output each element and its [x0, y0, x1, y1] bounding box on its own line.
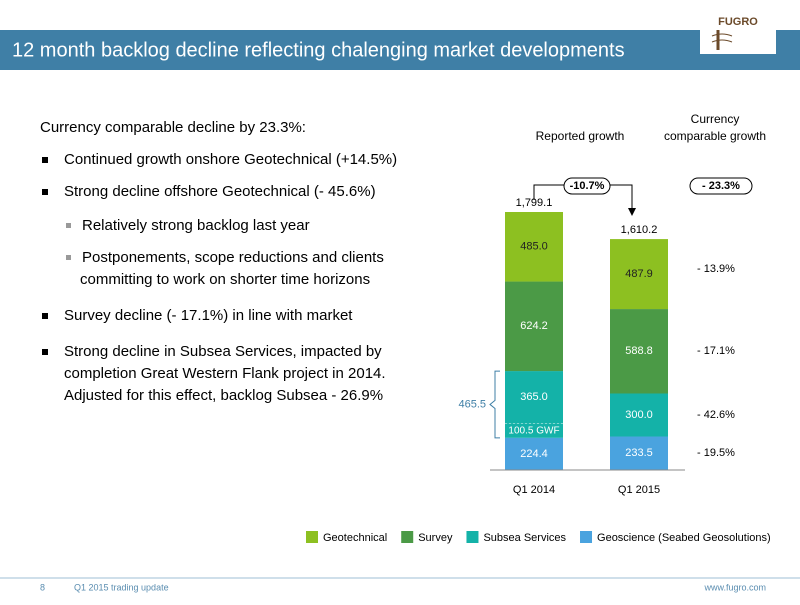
footer-title: Q1 2015 trading update: [74, 582, 169, 592]
slide-title: 12 month backlog decline reflecting chal…: [12, 39, 625, 61]
reported-growth: -10.7%: [570, 180, 605, 192]
segment-growth: - 13.9%: [697, 263, 735, 275]
comparable-title: Currency: [691, 112, 740, 126]
total-label: 1,610.2: [621, 224, 658, 236]
bullet-text: Strong decline in Subsea Services, impac…: [64, 343, 382, 360]
bar-segment: [505, 437, 563, 470]
bullet-text: completion Great Western Flank project i…: [64, 365, 386, 382]
total-label: 1,799.1: [516, 197, 553, 209]
bar-segment: [610, 393, 668, 437]
bullet: [42, 313, 48, 319]
bullet-text: Relatively strong backlog last year: [82, 217, 310, 234]
reported-title: Reported growth: [536, 129, 625, 143]
logo-waves: [711, 33, 733, 43]
legend-label: Survey: [418, 532, 453, 544]
value-label: 224.4: [520, 448, 548, 460]
bullet-text: Postponements, scope reductions and clie…: [82, 249, 384, 266]
legend-swatch: [580, 531, 593, 543]
bar-segment: [505, 281, 563, 372]
bullet: [42, 189, 48, 195]
bar-segment: [505, 212, 563, 282]
legend-label: Geotechnical: [323, 532, 387, 544]
value-label: 300.0: [625, 409, 653, 421]
footer-url: www.fugro.com: [703, 582, 766, 592]
logo-box: [700, 8, 776, 54]
bullet: [42, 349, 48, 355]
comparable-title: comparable growth: [664, 129, 766, 143]
value-label: 365.0: [520, 391, 548, 403]
arrow-head: [628, 208, 636, 216]
value-label: 100.5 GWF: [508, 425, 559, 436]
value-label: 624.2: [520, 320, 548, 332]
bullet: [66, 223, 71, 228]
bullet-text: Adjusted for this effect, backlog Subsea…: [64, 387, 383, 404]
growth-box: [563, 177, 611, 195]
bar-segment: [505, 423, 563, 438]
comparable-growth: - 23.3%: [702, 180, 740, 192]
bracket: [489, 370, 500, 439]
bullet-text: Strong decline offshore Geotechnical (- …: [64, 183, 376, 200]
growth-box: [689, 177, 753, 195]
value-label: 485.0: [520, 241, 548, 253]
footer-page: 8: [40, 582, 45, 592]
segment-growth: - 17.1%: [697, 345, 735, 357]
bullet: [42, 157, 48, 163]
bar-segment: [610, 436, 668, 470]
value-label: 487.9: [625, 268, 653, 280]
logo: FUGRO: [718, 16, 758, 28]
x-tick-label: Q1 2014: [513, 484, 555, 496]
bar-segment: [610, 239, 668, 310]
bullet: [66, 255, 71, 260]
subsea-total: 465.5: [458, 398, 486, 410]
legend-swatch: [306, 531, 318, 543]
legend-swatch: [466, 531, 479, 543]
segment-growth: - 19.5%: [697, 447, 735, 459]
bar-segment: [610, 309, 668, 394]
bar-segment: [505, 371, 563, 424]
bullet-text: Survey decline (- 17.1%) in line with ma…: [64, 307, 353, 324]
intro: Currency comparable decline by 23.3%:: [40, 119, 306, 136]
segment-growth: - 42.6%: [697, 409, 735, 421]
legend-label: Geoscience (Seabed Geosolutions): [597, 532, 771, 544]
header-band: [0, 30, 800, 70]
bullet-text: committing to work on shorter time horiz…: [80, 271, 370, 288]
bullet-text: Continued growth onshore Geotechnical (+…: [64, 151, 397, 168]
value-label: 588.8: [625, 345, 653, 357]
value-label: 233.5: [625, 447, 653, 459]
legend-swatch: [401, 531, 414, 543]
legend-label: Subsea Services: [483, 532, 566, 544]
x-tick-label: Q1 2015: [618, 484, 660, 496]
